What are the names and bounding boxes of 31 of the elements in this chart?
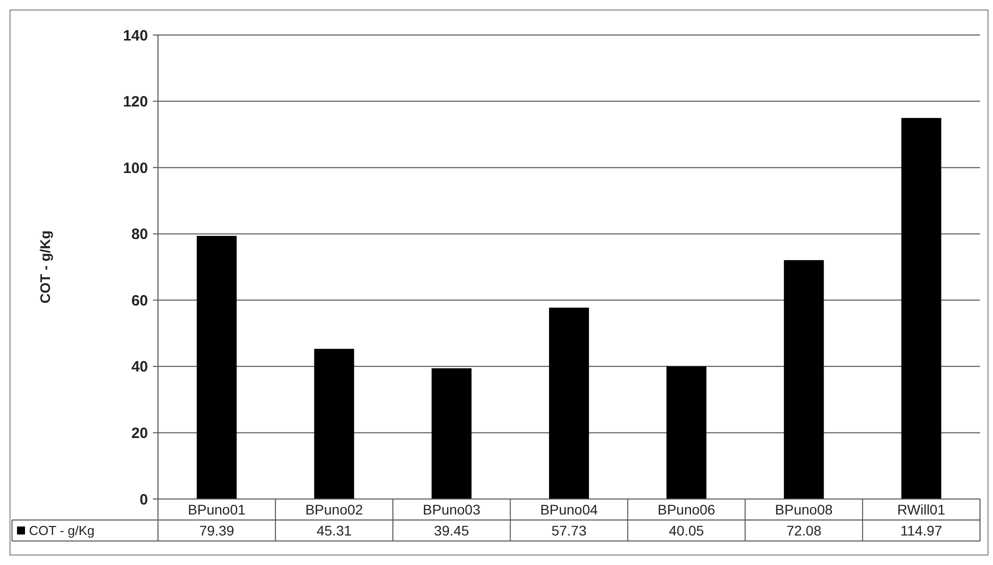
data-label: 39.45: [434, 522, 470, 538]
bar: [784, 260, 824, 499]
bar: [432, 368, 472, 499]
bar: [196, 236, 237, 499]
y-tick-label: 0: [140, 491, 148, 508]
y-tick-label: 120: [122, 94, 148, 111]
y-axis-title: COT - g/Kg: [37, 230, 53, 304]
x-tick-label: BPuno04: [540, 501, 598, 518]
x-tick-label: BPuno06: [658, 501, 716, 518]
y-tick-label: 100: [122, 160, 148, 177]
data-label: 57.73: [551, 522, 587, 538]
bar: [549, 308, 589, 499]
x-tick-label: BPuno03: [422, 501, 481, 518]
data-label: 114.97: [900, 522, 942, 538]
bar: [314, 348, 354, 499]
bar: [666, 366, 706, 499]
data-label: 45.31: [316, 522, 352, 538]
y-tick-label: 60: [131, 292, 148, 310]
x-tick-label: RWill01: [897, 501, 946, 518]
data-label: 72.08: [786, 522, 822, 538]
y-tick-label: 80: [131, 226, 148, 244]
x-tick-label: BPuno02: [305, 501, 364, 518]
y-tick-label: 20: [131, 424, 148, 442]
y-tick-label: 40: [131, 358, 148, 376]
x-tick-label: BPuno01: [188, 501, 246, 518]
data-label: 79.39: [199, 522, 234, 538]
data-label: 40.05: [668, 522, 704, 538]
x-tick-label: BPuno08: [775, 501, 833, 518]
bar: [901, 118, 942, 499]
y-tick-label: 140: [122, 27, 148, 44]
legend-label: COT - g/Kg: [29, 523, 95, 538]
